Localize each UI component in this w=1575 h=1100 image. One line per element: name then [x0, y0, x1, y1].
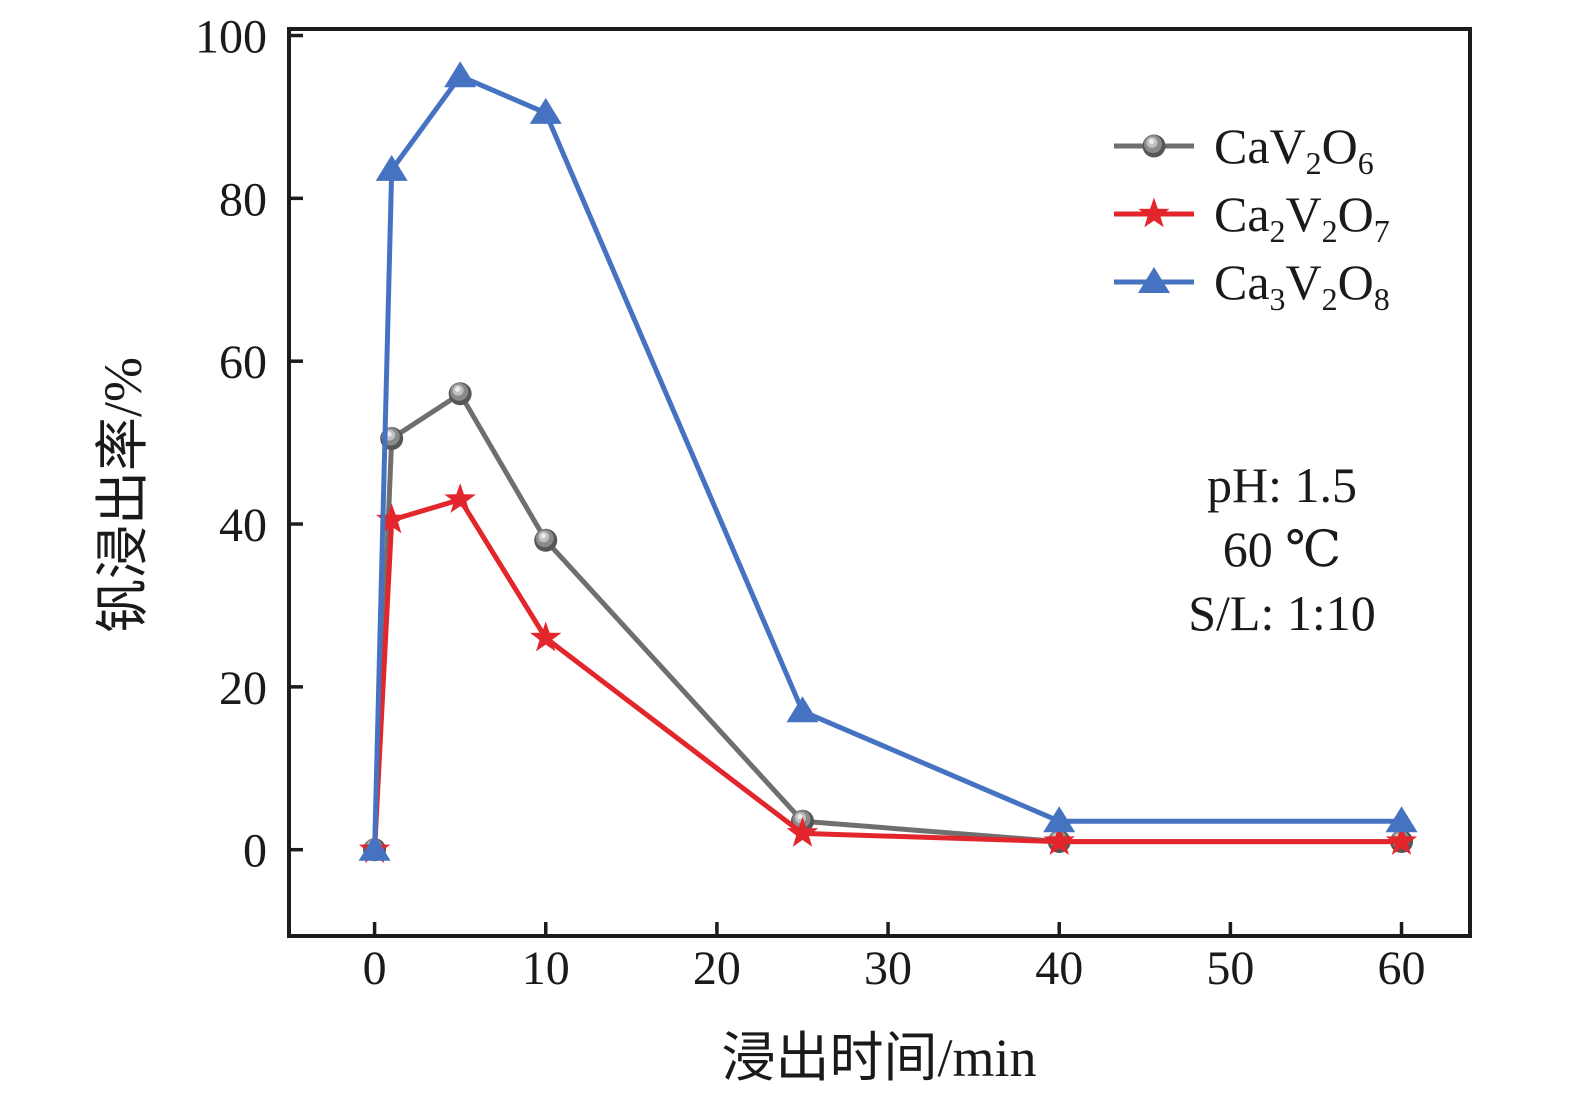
x-axis-title: 浸出时间/min [721, 1028, 1037, 1088]
y-tick-label: 40 [219, 499, 267, 552]
triangle-marker [1043, 806, 1076, 833]
y-tick-label: 0 [243, 825, 267, 878]
legend: CaV2O6 Ca2V2O7 Ca3V2O8 [1112, 112, 1390, 316]
star-marker [530, 621, 562, 652]
sphere-marker-highlight [1148, 138, 1155, 145]
triangle-marker [529, 97, 562, 124]
triangle-marker [786, 696, 819, 723]
triangle-marker [1385, 806, 1418, 833]
triangle-marker [1138, 267, 1170, 293]
x-tick-label: 40 [1035, 942, 1083, 995]
star-marker [1385, 825, 1418, 855]
triangle-marker [358, 834, 391, 861]
legend-entry-CaV2O6: CaV2O6 [1112, 112, 1390, 180]
y-tick-label: 100 [195, 11, 267, 64]
legend-marker-triangle [1114, 267, 1194, 293]
legend-label-Ca3V2O8: Ca3V2O8 [1214, 254, 1390, 317]
x-tick-label: 30 [864, 942, 912, 995]
x-tick-label: 50 [1206, 942, 1254, 995]
annotation-line-ph: pH: 1.5 [1207, 457, 1357, 513]
sphere-marker-highlight [540, 533, 546, 539]
legend-entry-Ca2V2O7: Ca2V2O7 [1112, 180, 1390, 248]
y-axis-title: 钒浸出率/% [93, 357, 153, 633]
x-tick-label: 10 [522, 942, 570, 995]
triangle-marker [375, 154, 408, 181]
sphere-marker-highlight [386, 431, 392, 437]
y-tick-label: 60 [219, 336, 267, 389]
y-tick-label: 80 [219, 173, 267, 226]
legend-entry-Ca3V2O8: Ca3V2O8 [1112, 248, 1390, 316]
annotation-line-sl: S/L: 1:10 [1188, 585, 1376, 641]
star-marker [376, 503, 408, 534]
series-Ca3V2O8 [358, 61, 1418, 861]
annotation-line-temp: 60 ℃ [1222, 521, 1342, 577]
star-marker [1043, 825, 1075, 855]
star-marker [1138, 197, 1170, 228]
legend-label-Ca2V2O7: Ca2V2O7 [1214, 186, 1390, 249]
annotation-block: pH: 1.5 60 ℃ S/L: 1:10 [1062, 453, 1502, 645]
y-tick-label: 20 [219, 662, 267, 715]
star-marker [786, 816, 819, 847]
x-tick-label: 0 [363, 942, 387, 995]
sphere-marker-highlight [797, 814, 803, 820]
x-tick-label: 20 [693, 942, 741, 995]
legend-label-CaV2O6: CaV2O6 [1214, 118, 1374, 181]
x-tick-label: 60 [1378, 942, 1426, 995]
legend-marker-sphere [1114, 134, 1194, 158]
legend-marker-star [1114, 197, 1194, 228]
sphere-marker-highlight [455, 386, 461, 392]
triangle-marker [444, 61, 477, 88]
star-marker [444, 483, 476, 513]
plot-frame [287, 27, 1472, 938]
